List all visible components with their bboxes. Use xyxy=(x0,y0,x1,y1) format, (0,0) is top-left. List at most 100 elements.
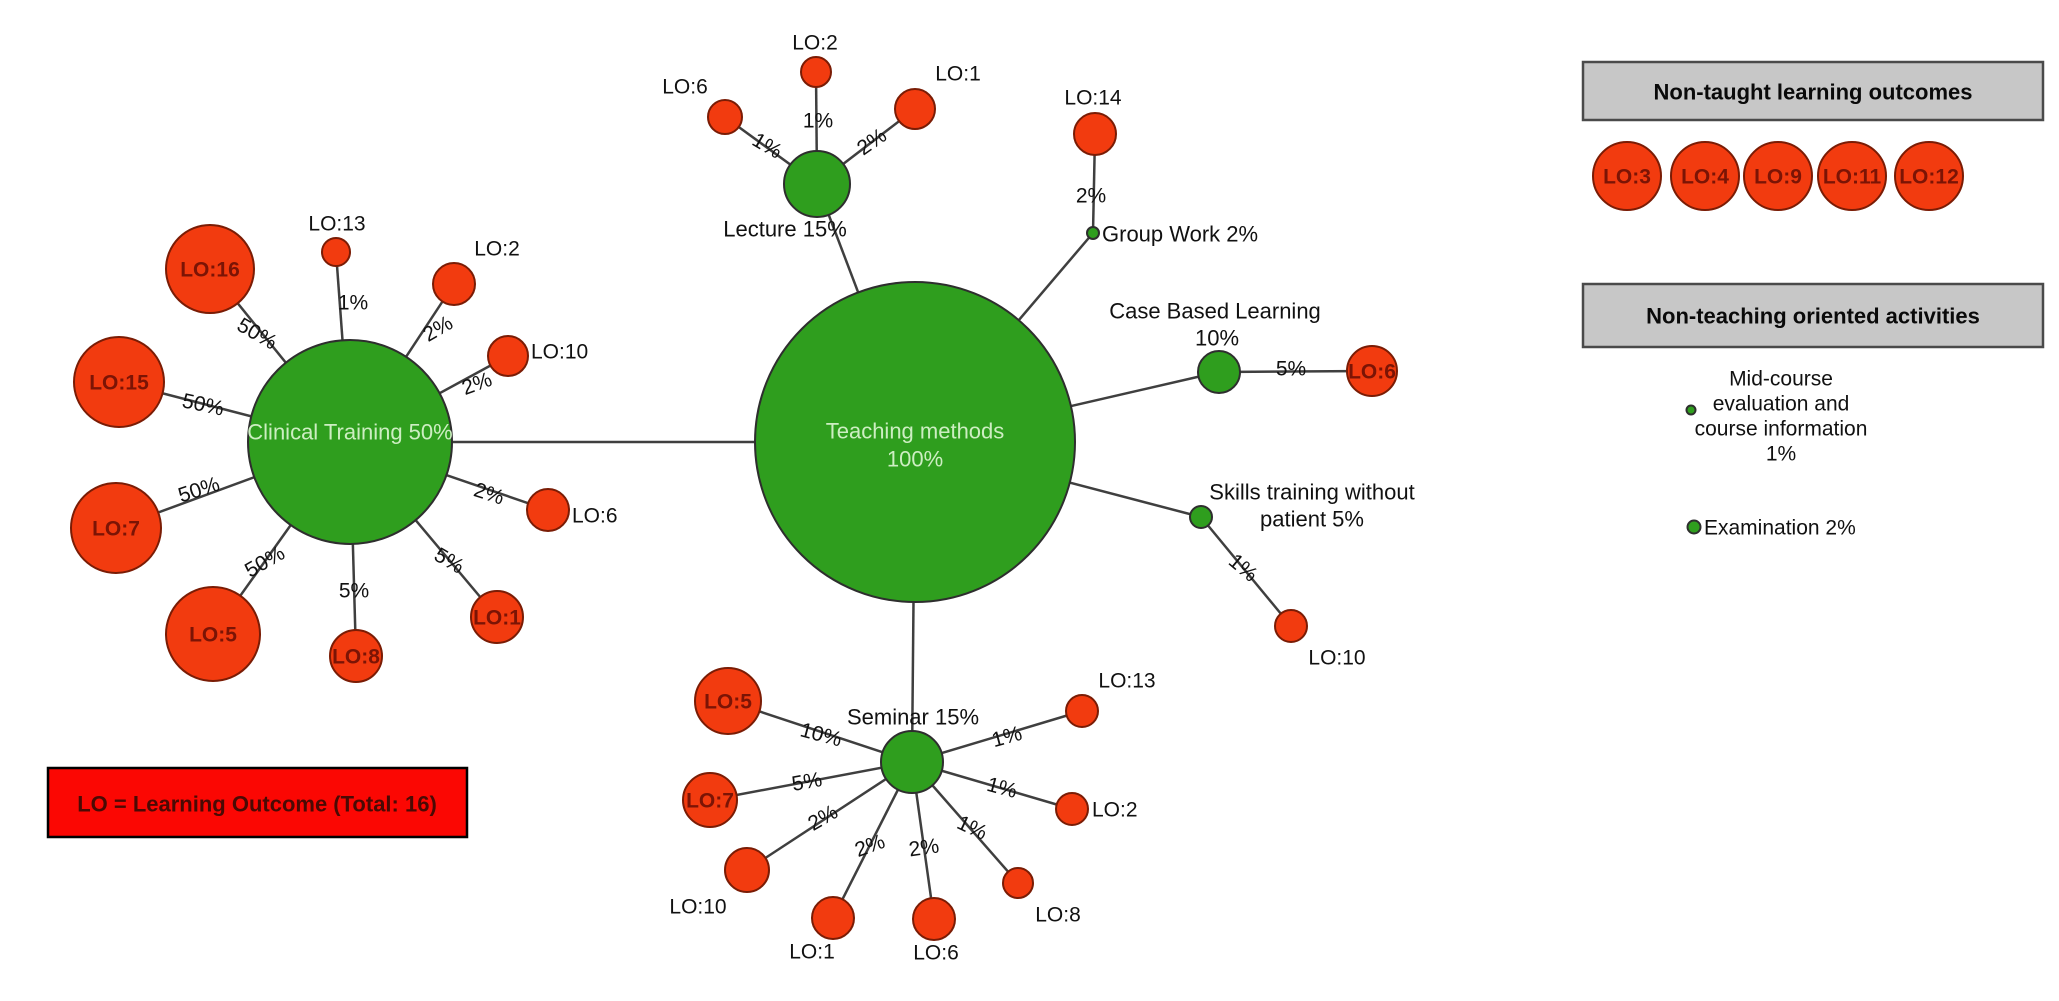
case-based-label-line1: Case Based Learning xyxy=(1109,299,1321,324)
seminar-lo7-label: LO:7 xyxy=(686,790,734,813)
clinical-lo6-label: LO:6 xyxy=(572,505,618,528)
node-seminar-lo7 xyxy=(682,772,738,828)
lecture-lo1-pct: 2% xyxy=(853,124,891,160)
clinical-training-label: Clinical Training 50% xyxy=(247,420,452,445)
seminar-lo10-label: LO:10 xyxy=(669,896,726,919)
nontaught-lo4-label: LO:4 xyxy=(1681,166,1729,189)
node-nontaught-lo12 xyxy=(1894,141,1964,211)
legend-text: LO = Learning Outcome (Total: 16) xyxy=(77,792,437,817)
node-clinical-lo10 xyxy=(487,335,529,377)
group-work-label: Group Work 2% xyxy=(1102,222,1258,247)
seminar-lo1-label: LO:1 xyxy=(789,941,835,964)
nontaught-lo11-label: LO:11 xyxy=(1823,166,1882,189)
clinical-lo2-pct: 2% xyxy=(419,311,457,346)
non-taught-title-box xyxy=(1581,60,2045,122)
clinical-lo10-label: LO:10 xyxy=(531,341,588,364)
node-clinical-lo15 xyxy=(73,336,165,428)
node-seminar-lo6 xyxy=(912,897,956,941)
non-teaching-title-box xyxy=(1581,282,2045,349)
seminar-lo6-pct: 2% xyxy=(907,834,940,861)
lecture-lo2-label: LO:2 xyxy=(792,32,838,55)
clinical-lo2-label: LO:2 xyxy=(474,238,520,261)
seminar-lo2-label: LO:2 xyxy=(1092,799,1138,822)
examination-label: Examination 2% xyxy=(1704,517,1856,540)
node-clinical-lo5 xyxy=(165,586,261,682)
node-seminar-lo1 xyxy=(811,896,855,940)
node-mid-course-dot xyxy=(1685,404,1697,416)
clinical-lo7-label: LO:7 xyxy=(92,518,140,541)
node-lecture-lo1 xyxy=(894,88,936,130)
clinical-lo15-pct: 50% xyxy=(180,389,226,420)
node-skills-training xyxy=(1189,505,1213,529)
node-clinical-lo7 xyxy=(70,482,162,574)
mid-course-label-line4: 1% xyxy=(1766,443,1796,466)
node-seminar xyxy=(880,730,944,794)
skills-label-line1: Skills training without xyxy=(1209,480,1414,505)
seminar-lo5-label: LO:5 xyxy=(704,691,752,714)
mid-course-label-line1: Mid-course xyxy=(1729,368,1833,391)
node-lecture-lo6 xyxy=(707,99,743,135)
casebased-lo6-label: LO:6 xyxy=(1348,361,1396,384)
nontaught-lo9-label: LO:9 xyxy=(1754,166,1802,189)
nontaught-lo3-label: LO:3 xyxy=(1603,166,1651,189)
node-skills-lo10 xyxy=(1274,609,1308,643)
non-teaching-title: Non-teaching oriented activities xyxy=(1646,304,1980,329)
node-seminar-lo8 xyxy=(1002,867,1034,899)
clinical-lo10-pct: 2% xyxy=(459,368,495,400)
node-clinical-training xyxy=(247,339,453,545)
seminar-lo2-pct: 1% xyxy=(984,773,1019,803)
node-lecture-lo2 xyxy=(800,56,832,88)
clinical-lo1-label: LO:1 xyxy=(473,607,521,630)
node-nontaught-lo11 xyxy=(1817,141,1887,211)
seminar-lo1-pct: 2% xyxy=(852,830,888,862)
node-nontaught-lo3 xyxy=(1592,141,1662,211)
clinical-lo7-pct: 50% xyxy=(175,473,222,508)
seminar-lo7-pct: 5% xyxy=(790,768,824,796)
clinical-lo5-pct: 50% xyxy=(241,542,289,583)
node-clinical-lo16 xyxy=(165,224,255,314)
node-groupwork-lo14 xyxy=(1073,112,1117,156)
node-case-based-learning xyxy=(1197,350,1241,394)
edge-seminar-lo7 xyxy=(709,760,913,802)
clinical-lo8-pct: 5% xyxy=(339,580,369,603)
lecture-label: Lecture 15% xyxy=(723,217,847,242)
clinical-lo1-pct: 5% xyxy=(430,543,468,578)
case-based-label-line2: 10% xyxy=(1195,326,1239,351)
clinical-lo13-label: LO:13 xyxy=(308,213,365,236)
seminar-lo13-label: LO:13 xyxy=(1098,670,1155,693)
node-clinical-lo13 xyxy=(321,237,351,267)
node-seminar-lo10 xyxy=(724,847,770,893)
node-clinical-lo6 xyxy=(526,488,570,532)
skills-label-line2: patient 5% xyxy=(1260,507,1364,532)
clinical-lo8-label: LO:8 xyxy=(332,646,380,669)
right-panel: Non-taught learning outcomes LO:3 LO:4 L… xyxy=(1581,60,2045,540)
legend: LO = Learning Outcome (Total: 16) xyxy=(46,766,469,839)
node-clinical-lo1 xyxy=(470,590,524,644)
node-seminar-lo2 xyxy=(1055,792,1089,826)
teaching-methods-label-line1: Teaching methods xyxy=(826,419,1005,444)
node-examination-dot xyxy=(1686,519,1702,535)
clinical-lo15-label: LO:15 xyxy=(89,372,149,395)
non-taught-title: Non-taught learning outcomes xyxy=(1654,80,1973,105)
skills-lo10-label: LO:10 xyxy=(1308,647,1365,670)
seminar-lo13-pct: 1% xyxy=(989,722,1024,752)
edge-seminar-lo10 xyxy=(746,760,913,872)
casebased-lo6-pct: 5% xyxy=(1276,358,1306,381)
node-casebased-lo6 xyxy=(1346,345,1398,397)
clinical-lo6-pct: 2% xyxy=(471,478,507,509)
node-clinical-lo8 xyxy=(329,629,383,683)
nontaught-lo12-label: LO:12 xyxy=(1899,166,1959,189)
node-nontaught-lo4 xyxy=(1670,141,1740,211)
clinical-lo16-label: LO:16 xyxy=(180,259,240,282)
node-clinical-lo2 xyxy=(432,262,476,306)
edge-skills-lo10 xyxy=(1200,516,1292,627)
node-lecture xyxy=(783,150,851,218)
seminar-lo8-label: LO:8 xyxy=(1035,904,1081,927)
groupwork-lo14-pct: 2% xyxy=(1076,185,1106,208)
mid-course-label-line2: evaluation and xyxy=(1713,393,1850,416)
skills-lo10-pct: 1% xyxy=(1224,549,1262,586)
node-seminar-lo5 xyxy=(694,667,762,735)
nodes xyxy=(70,56,1398,941)
